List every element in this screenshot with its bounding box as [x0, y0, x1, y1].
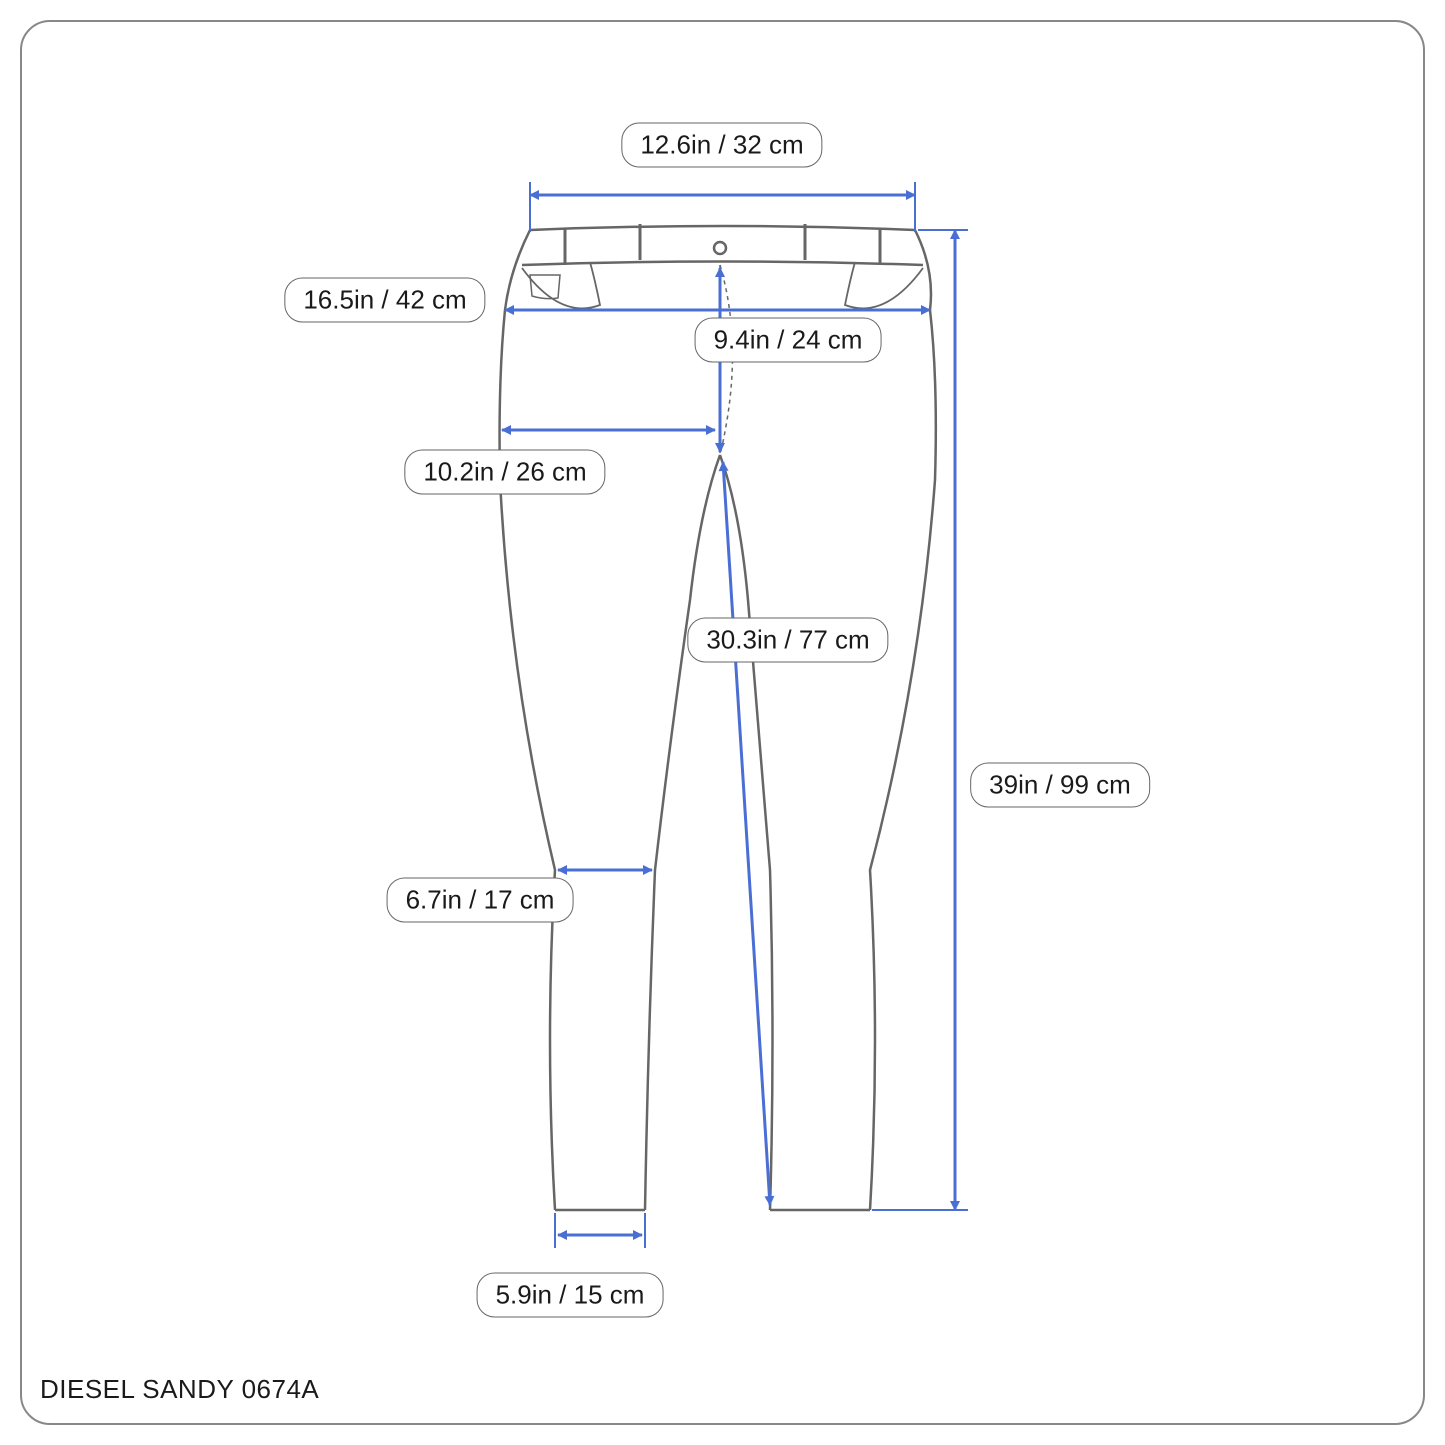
rise-label: 9.4in / 24 cm — [695, 318, 882, 363]
knee-label: 6.7in / 17 cm — [387, 878, 574, 923]
hip-label: 16.5in / 42 cm — [284, 278, 485, 323]
product-name: DIESEL SANDY 0674A — [40, 1374, 319, 1405]
thigh-label: 10.2in / 26 cm — [404, 450, 605, 495]
hem-label: 5.9in / 15 cm — [477, 1273, 664, 1318]
waist-label: 12.6in / 32 cm — [621, 123, 822, 168]
jeans-outline — [500, 224, 936, 1210]
jeans-measurement-diagram — [0, 0, 1445, 1445]
inseam-label: 30.3in / 77 cm — [687, 618, 888, 663]
length-label: 39in / 99 cm — [970, 763, 1150, 808]
